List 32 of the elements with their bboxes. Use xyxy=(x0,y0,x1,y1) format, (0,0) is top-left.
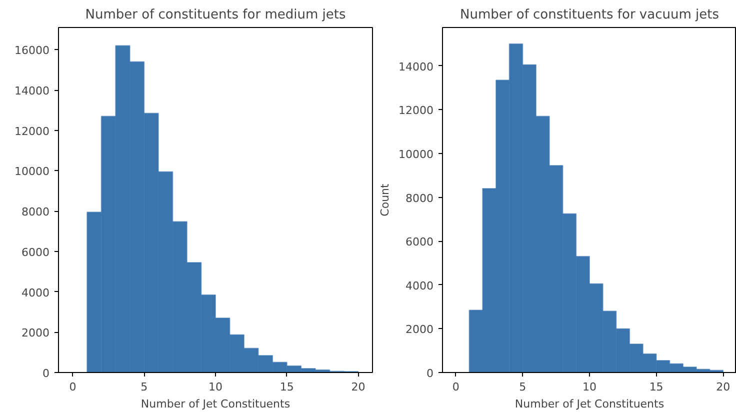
x-tick-label: 0 xyxy=(452,380,460,394)
chart-title: Number of constituents for vacuum jets xyxy=(460,8,720,22)
x-tick-label: 5 xyxy=(519,380,526,394)
x-tick-label: 20 xyxy=(716,380,730,394)
y-tick-label: 12000 xyxy=(398,104,434,118)
x-tick-label: 15 xyxy=(649,380,664,394)
x-axis-title: Number of Jet Constituents xyxy=(140,398,290,410)
y-tick-label: 6000 xyxy=(406,236,434,249)
y-tick-label: 14000 xyxy=(398,60,434,74)
y-tick-label: 0 xyxy=(426,367,434,380)
x-tick-label: 0 xyxy=(69,380,76,394)
x-tick-label: 15 xyxy=(280,380,294,394)
y-tick-label: 2000 xyxy=(22,326,50,340)
chart-title: Number of constituents for medium jets xyxy=(85,8,346,22)
y-tick-label: 4000 xyxy=(22,286,50,300)
y-tick-label: 16000 xyxy=(14,44,50,58)
x-tick-label: 10 xyxy=(582,380,596,394)
x-tick-label: 5 xyxy=(140,380,148,394)
y-tick-label: 6000 xyxy=(22,246,50,259)
y-tick-label: 4000 xyxy=(406,279,434,292)
y-tick-label: 14000 xyxy=(14,84,50,98)
y-tick-label: 12000 xyxy=(14,124,50,138)
y-tick-label: 0 xyxy=(42,367,50,380)
x-axis-title: Number of Jet Constituents xyxy=(514,398,664,410)
x-tick-label: 10 xyxy=(208,380,222,394)
y-axis-title: Count xyxy=(378,182,392,216)
y-tick-label: 10000 xyxy=(398,148,434,161)
y-tick-label: 2000 xyxy=(406,323,434,336)
y-tick-label: 10000 xyxy=(14,165,50,178)
y-tick-label: 8000 xyxy=(406,192,434,205)
x-tick-label: 20 xyxy=(351,380,366,394)
y-tick-label: 8000 xyxy=(22,206,50,219)
